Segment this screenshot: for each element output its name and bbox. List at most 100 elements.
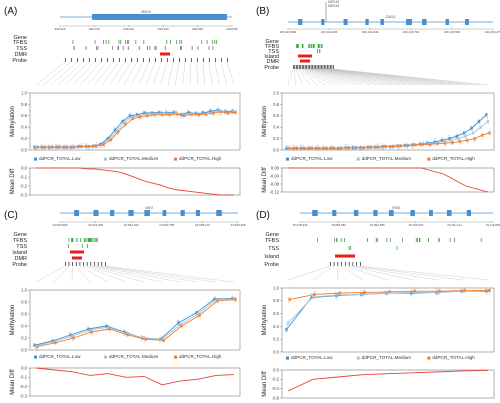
data-point	[91, 148, 93, 150]
probe-connector	[72, 61, 96, 86]
probe-mark	[337, 262, 339, 266]
data-point	[85, 144, 87, 146]
data-point	[364, 144, 366, 146]
data-point	[313, 291, 315, 293]
track-label: Island	[264, 254, 279, 260]
probe-connector	[304, 68, 348, 86]
coordinate-tick-label: 24,629,680	[52, 223, 67, 227]
data-point	[311, 293, 313, 295]
legend-swatch	[286, 356, 289, 360]
series-line-2	[289, 290, 490, 300]
data-point	[444, 145, 446, 147]
data-point	[436, 289, 438, 291]
data-point	[48, 148, 50, 150]
data-point	[197, 316, 199, 318]
data-point	[296, 145, 298, 147]
coordinate-tick-label: 24,632,400	[124, 223, 139, 227]
diff-y-tick-label: -0.3	[20, 393, 28, 398]
data-point	[375, 143, 377, 145]
probe-connector	[175, 61, 180, 86]
probe-connector	[87, 61, 108, 86]
y-tick-label: 0.4	[273, 324, 279, 329]
panel-label: (A)	[4, 6, 17, 17]
track-label: Gene	[266, 232, 279, 238]
data-point	[307, 145, 309, 147]
probe-connector	[319, 68, 422, 86]
data-point	[488, 287, 490, 289]
feature-mark	[91, 238, 93, 242]
gene-exon	[312, 210, 318, 216]
data-point	[470, 130, 472, 132]
data-point	[489, 287, 491, 289]
diff-axis-label: Mean Diff	[262, 167, 268, 193]
gene-exon	[410, 210, 415, 216]
data-point	[355, 149, 357, 151]
data-point	[449, 135, 451, 137]
probe-connector	[328, 68, 466, 86]
feature-mark	[415, 238, 417, 242]
data-point	[459, 144, 461, 146]
data-point	[87, 144, 89, 145]
probe-connector	[138, 61, 150, 86]
probe-mark	[197, 58, 198, 62]
y-tick-label: 0.2	[21, 335, 27, 340]
data-point	[474, 141, 476, 143]
data-point	[185, 111, 186, 113]
data-point	[231, 294, 233, 296]
data-point	[351, 149, 353, 151]
feature-mark	[155, 46, 157, 50]
data-point	[473, 135, 475, 137]
coordinate-tick-label: 949,658	[227, 27, 238, 31]
data-point	[414, 288, 416, 290]
data-point	[458, 136, 460, 138]
data-point	[288, 145, 290, 147]
feature-mark	[94, 40, 96, 44]
data-point	[182, 112, 184, 114]
data-point	[103, 145, 105, 147]
probe-connector	[327, 68, 459, 86]
data-point	[399, 142, 401, 144]
probe-connector	[298, 68, 318, 86]
data-point	[233, 300, 235, 302]
probe-mark	[75, 262, 77, 266]
data-point	[218, 302, 220, 304]
feature-mark	[170, 40, 171, 44]
legend-swatch	[427, 157, 431, 161]
probe-mark	[79, 262, 81, 266]
data-point	[180, 322, 182, 324]
feature-mark	[206, 40, 208, 44]
feature-mark	[118, 40, 120, 44]
data-point	[288, 320, 290, 321]
probe-mark	[173, 58, 174, 62]
data-point	[397, 148, 399, 150]
data-point	[69, 332, 71, 333]
diff-y-tick-label: 0.00	[271, 165, 280, 170]
data-point	[287, 144, 288, 146]
data-point	[435, 144, 437, 146]
data-point	[463, 287, 465, 289]
gene-exon	[332, 210, 337, 216]
feature-mark	[90, 238, 92, 242]
legend-swatch	[356, 157, 360, 161]
probe-mark	[68, 262, 70, 266]
data-point	[352, 145, 353, 147]
probe-connector	[202, 61, 205, 86]
data-point	[366, 149, 368, 150]
data-point	[299, 144, 301, 146]
data-point	[289, 144, 291, 146]
probe-mark	[306, 65, 308, 69]
data-point	[469, 125, 471, 127]
probe-connector	[101, 61, 120, 86]
probe-mark	[331, 65, 333, 69]
data-point	[146, 335, 148, 337]
legend-entry: ddPCR_TOTAL.High	[179, 354, 222, 359]
probe-mark	[113, 58, 114, 62]
legend-swatch	[104, 355, 107, 359]
probe-connector	[312, 68, 385, 86]
data-point	[420, 145, 421, 147]
data-point	[412, 142, 414, 144]
box-marker	[485, 113, 488, 117]
legend-swatch	[174, 355, 177, 359]
data-point	[326, 145, 328, 147]
